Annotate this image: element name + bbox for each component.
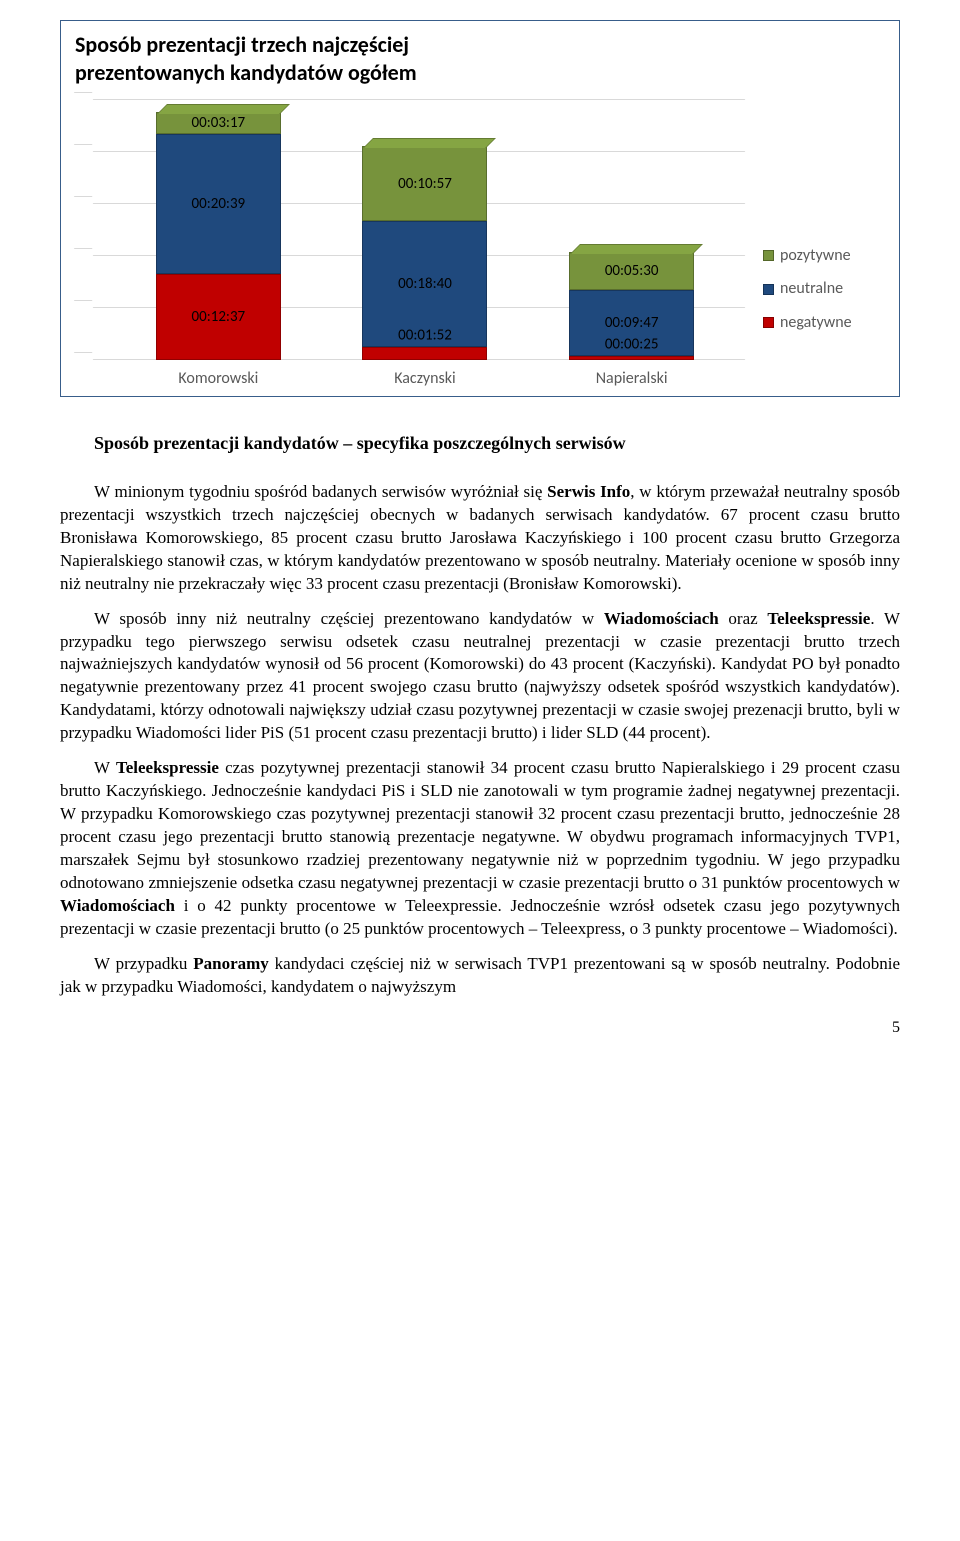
x-axis-label: Komorowski xyxy=(156,368,281,390)
bar-segment-negatywne: 00:01:52 xyxy=(362,347,487,360)
paragraph: W przypadku Panoramy kandydaci częściej … xyxy=(60,953,900,999)
legend-swatch xyxy=(763,317,774,328)
chart-x-axis: Komorowski Kaczynski Napieralski xyxy=(75,360,745,390)
bar-segment-pozytywne: 00:10:57 xyxy=(362,146,487,220)
bar-segment-label: 00:01:52 xyxy=(398,326,452,346)
body-text: W minionym tygodniu spośród badanych ser… xyxy=(60,481,900,999)
chart-legend: pozytywne neutralne negatywne xyxy=(745,245,885,334)
chart-title-line2: prezentowanych kandydatów ogółem xyxy=(75,59,417,86)
chart-plot: 00:03:17 00:20:39 00:12:37 00:10:57 00:18:40… xyxy=(75,100,745,360)
legend-swatch xyxy=(763,284,774,295)
page-number: 5 xyxy=(60,1017,900,1039)
legend-label: negatywne xyxy=(780,312,852,334)
bar-segment-label: 00:10:57 xyxy=(398,173,452,193)
legend-item-pozytywne: pozytywne xyxy=(763,245,885,267)
chart-plot-wrap: 00:03:17 00:20:39 00:12:37 00:10:57 00:18:40… xyxy=(75,100,745,390)
x-axis-label: Kaczynski xyxy=(362,368,487,390)
chart-container: Sposób prezentacji trzech najczęściej pr… xyxy=(60,20,900,397)
bar-segment-label: 00:20:39 xyxy=(192,194,246,214)
chart-title: Sposób prezentacji trzech najczęściej pr… xyxy=(75,31,885,86)
bar-napieralski: 00:05:3000:09:4700:00:25 xyxy=(569,252,694,360)
section-heading: Sposób prezentacji kandydatów – specyfik… xyxy=(94,431,900,455)
legend-label: pozytywne xyxy=(780,245,851,267)
bar-segment-label: 00:18:40 xyxy=(398,274,452,294)
bar-segment-label: 00:05:30 xyxy=(605,261,659,281)
bar-segment-negatywne: 00:00:25 xyxy=(569,356,694,360)
bar-kaczynski: 00:10:57 00:18:40 00:01:52 xyxy=(362,146,487,360)
bar-segment-pozytywne: 00:03:17 xyxy=(156,112,281,134)
chart-bars: 00:03:17 00:20:39 00:12:37 00:10:57 00:18:40… xyxy=(115,100,735,360)
x-axis-label: Napieralski xyxy=(569,368,694,390)
bar-segment-negatywne: 00:12:37 xyxy=(156,274,281,360)
chart-body: 00:03:17 00:20:39 00:12:37 00:10:57 00:18:40… xyxy=(75,100,885,390)
legend-item-negatywne: negatywne xyxy=(763,312,885,334)
legend-swatch xyxy=(763,250,774,261)
bar-segment-pozytywne: 00:05:30 xyxy=(569,252,694,289)
bar-segment-label: 00:03:17 xyxy=(192,113,246,133)
chart-title-line1: Sposób prezentacji trzech najczęściej xyxy=(75,31,409,58)
bar-segment-label: 00:00:25 xyxy=(605,335,659,355)
paragraph: W sposób inny niż neutralny częściej pre… xyxy=(60,608,900,746)
bar-segment-label: 00:09:47 xyxy=(605,313,659,333)
bar-segment-neutralne: 00:20:39 xyxy=(156,134,281,274)
paragraph: W Teleekspressie czas pozytywnej prezent… xyxy=(60,757,900,941)
bar-komorowski: 00:03:17 00:20:39 00:12:37 xyxy=(156,112,281,360)
bar-segment-label: 00:12:37 xyxy=(192,307,246,327)
paragraph: W minionym tygodniu spośród badanych ser… xyxy=(60,481,900,596)
legend-label: neutralne xyxy=(780,278,843,300)
legend-item-neutralne: neutralne xyxy=(763,278,885,300)
